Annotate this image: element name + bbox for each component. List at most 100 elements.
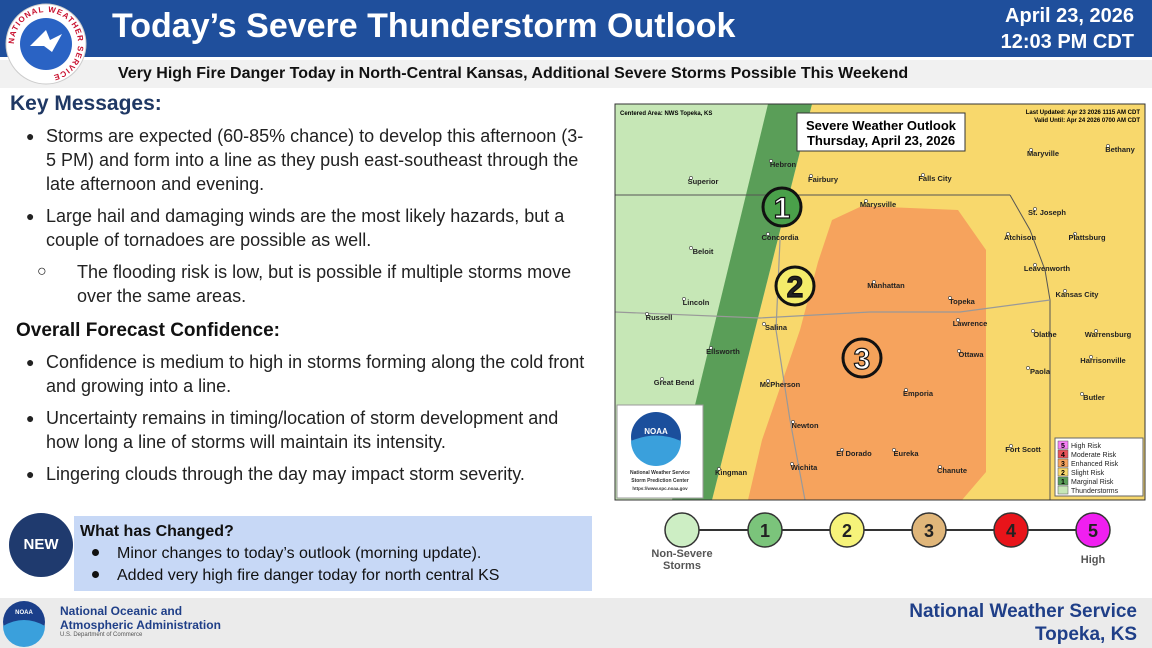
city-label: Bethany bbox=[1105, 145, 1135, 154]
risk-marker bbox=[841, 337, 883, 379]
bullet: Storms are expected (60-85% chance) to d… bbox=[10, 124, 590, 196]
city-label: Atchison bbox=[1004, 233, 1037, 242]
city-label: Emporia bbox=[903, 389, 934, 398]
city-label: Maryville bbox=[1027, 149, 1059, 158]
legend-label: Thunderstorms bbox=[1071, 488, 1119, 495]
key-messages-list: Storms are expected (60-85% chance) to d… bbox=[10, 124, 590, 308]
city-label: Superior bbox=[688, 177, 719, 186]
city-dot bbox=[840, 448, 844, 452]
changes-box bbox=[74, 516, 592, 591]
city-dot bbox=[892, 448, 896, 452]
change-bullet-dot bbox=[92, 571, 99, 578]
scale-low-label: Non-Severe Storms bbox=[651, 548, 713, 572]
scale-circle bbox=[1075, 512, 1111, 548]
legend-number: 3 bbox=[1061, 461, 1065, 468]
changes-heading: What has Changed? bbox=[80, 523, 234, 540]
city-dot bbox=[1063, 289, 1067, 293]
city-label: Topeka bbox=[949, 297, 976, 306]
legend-swatch bbox=[1057, 458, 1069, 468]
agency-line: Atmospheric Administration bbox=[60, 618, 221, 632]
city-label: Paola bbox=[1030, 367, 1051, 376]
map-title-box bbox=[796, 112, 966, 152]
department: U.S. Department of Commerce bbox=[60, 632, 143, 638]
city-label: Warrensburg bbox=[1085, 330, 1132, 339]
city-dot bbox=[1031, 329, 1035, 333]
marginal-area bbox=[672, 104, 812, 500]
city-label: Harrisonville bbox=[1080, 356, 1125, 365]
city-label: Newton bbox=[791, 421, 819, 430]
city-dot bbox=[957, 349, 961, 353]
legend-number: 4 bbox=[1061, 452, 1065, 459]
city-dot bbox=[1106, 144, 1110, 148]
city-dot bbox=[645, 312, 649, 316]
legend-swatch bbox=[1057, 449, 1069, 459]
bullet: Large hail and damaging winds are the mo… bbox=[10, 204, 590, 252]
office-name: National Weather Service bbox=[909, 601, 1137, 622]
city-dot bbox=[682, 297, 686, 301]
change-item: Minor changes to today’s outlook (mornin… bbox=[117, 545, 482, 562]
map-title: Thursday, April 23, 2026 bbox=[807, 133, 955, 148]
city-dot bbox=[660, 377, 664, 381]
city-dot bbox=[1089, 355, 1093, 359]
spc-logo-text: NOAA bbox=[644, 427, 668, 436]
subtitle: Very High Fire Danger Today in North-Cen… bbox=[118, 65, 909, 82]
spc-logo-wave bbox=[631, 435, 681, 466]
centered-area: Centered Area: NWS Topeka, KS bbox=[620, 111, 712, 117]
city-label: McPherson bbox=[760, 380, 801, 389]
enhanced-area bbox=[748, 206, 986, 500]
city-dot bbox=[948, 296, 952, 300]
map-regions bbox=[615, 104, 1145, 500]
city-dot bbox=[956, 318, 960, 322]
city-label: Butler bbox=[1083, 393, 1105, 402]
scale-level: 1 bbox=[760, 521, 770, 541]
city-label: Great Bend bbox=[654, 378, 695, 387]
city-label: Lincoln bbox=[683, 298, 710, 307]
city-dot bbox=[790, 462, 794, 466]
city-label: Manhattan bbox=[867, 281, 905, 290]
time: 12:03 PM CDT bbox=[1000, 31, 1134, 53]
scale-circle bbox=[993, 512, 1029, 548]
city-label: Lawrence bbox=[953, 319, 988, 328]
scale-circle bbox=[664, 512, 700, 548]
spc-logo bbox=[631, 412, 681, 462]
city-label: Fort Scott bbox=[1005, 445, 1041, 454]
highway bbox=[775, 239, 806, 500]
risk-marker-label: 2 bbox=[787, 271, 804, 304]
city-label: Russell bbox=[646, 313, 673, 322]
city-label: Wichita bbox=[791, 463, 818, 472]
confidence-heading: Overall Forecast Confidence: bbox=[16, 320, 280, 341]
state-border bbox=[1009, 194, 1051, 500]
city-label: Plattsburg bbox=[1068, 233, 1106, 242]
bullet: Lingering clouds through the day may imp… bbox=[10, 462, 590, 486]
city-dot bbox=[791, 420, 795, 424]
messages: Key Messages: Storms are expected (60-85… bbox=[10, 92, 590, 486]
city-dot bbox=[717, 467, 721, 471]
footer-bar bbox=[0, 598, 1152, 648]
office-location: Topeka, KS bbox=[1034, 624, 1137, 645]
city-dot bbox=[1073, 232, 1077, 236]
city-dot bbox=[1029, 148, 1033, 152]
scale-level: 4 bbox=[1006, 521, 1016, 541]
city-label: Kingman bbox=[715, 468, 748, 477]
title: Today’s Severe Thunderstorm Outlook bbox=[112, 7, 736, 45]
legend-label: Slight Risk bbox=[1071, 470, 1105, 477]
city-dot bbox=[921, 173, 925, 177]
scale-level: 2 bbox=[842, 521, 852, 541]
city-label: El Dorado bbox=[836, 449, 872, 458]
spc-logo-box bbox=[616, 404, 704, 499]
city-dot bbox=[904, 388, 908, 392]
legend-swatch bbox=[1057, 467, 1069, 477]
legend-swatch bbox=[1057, 440, 1069, 450]
city-dot bbox=[1033, 263, 1037, 267]
city-dot bbox=[689, 176, 693, 180]
last-updated: Last Updated: Apr 23 2026 1115 AM CDT bbox=[1026, 110, 1141, 116]
subtitle-bar bbox=[0, 60, 1152, 88]
city-dot bbox=[1094, 329, 1098, 333]
city-dot bbox=[1026, 366, 1030, 370]
legend-label: Enhanced Risk bbox=[1071, 461, 1119, 468]
city-label: Marysville bbox=[860, 200, 896, 209]
scale-circle bbox=[829, 512, 865, 548]
legend-number: 1 bbox=[1061, 479, 1065, 486]
city-label: Concordia bbox=[761, 233, 799, 242]
